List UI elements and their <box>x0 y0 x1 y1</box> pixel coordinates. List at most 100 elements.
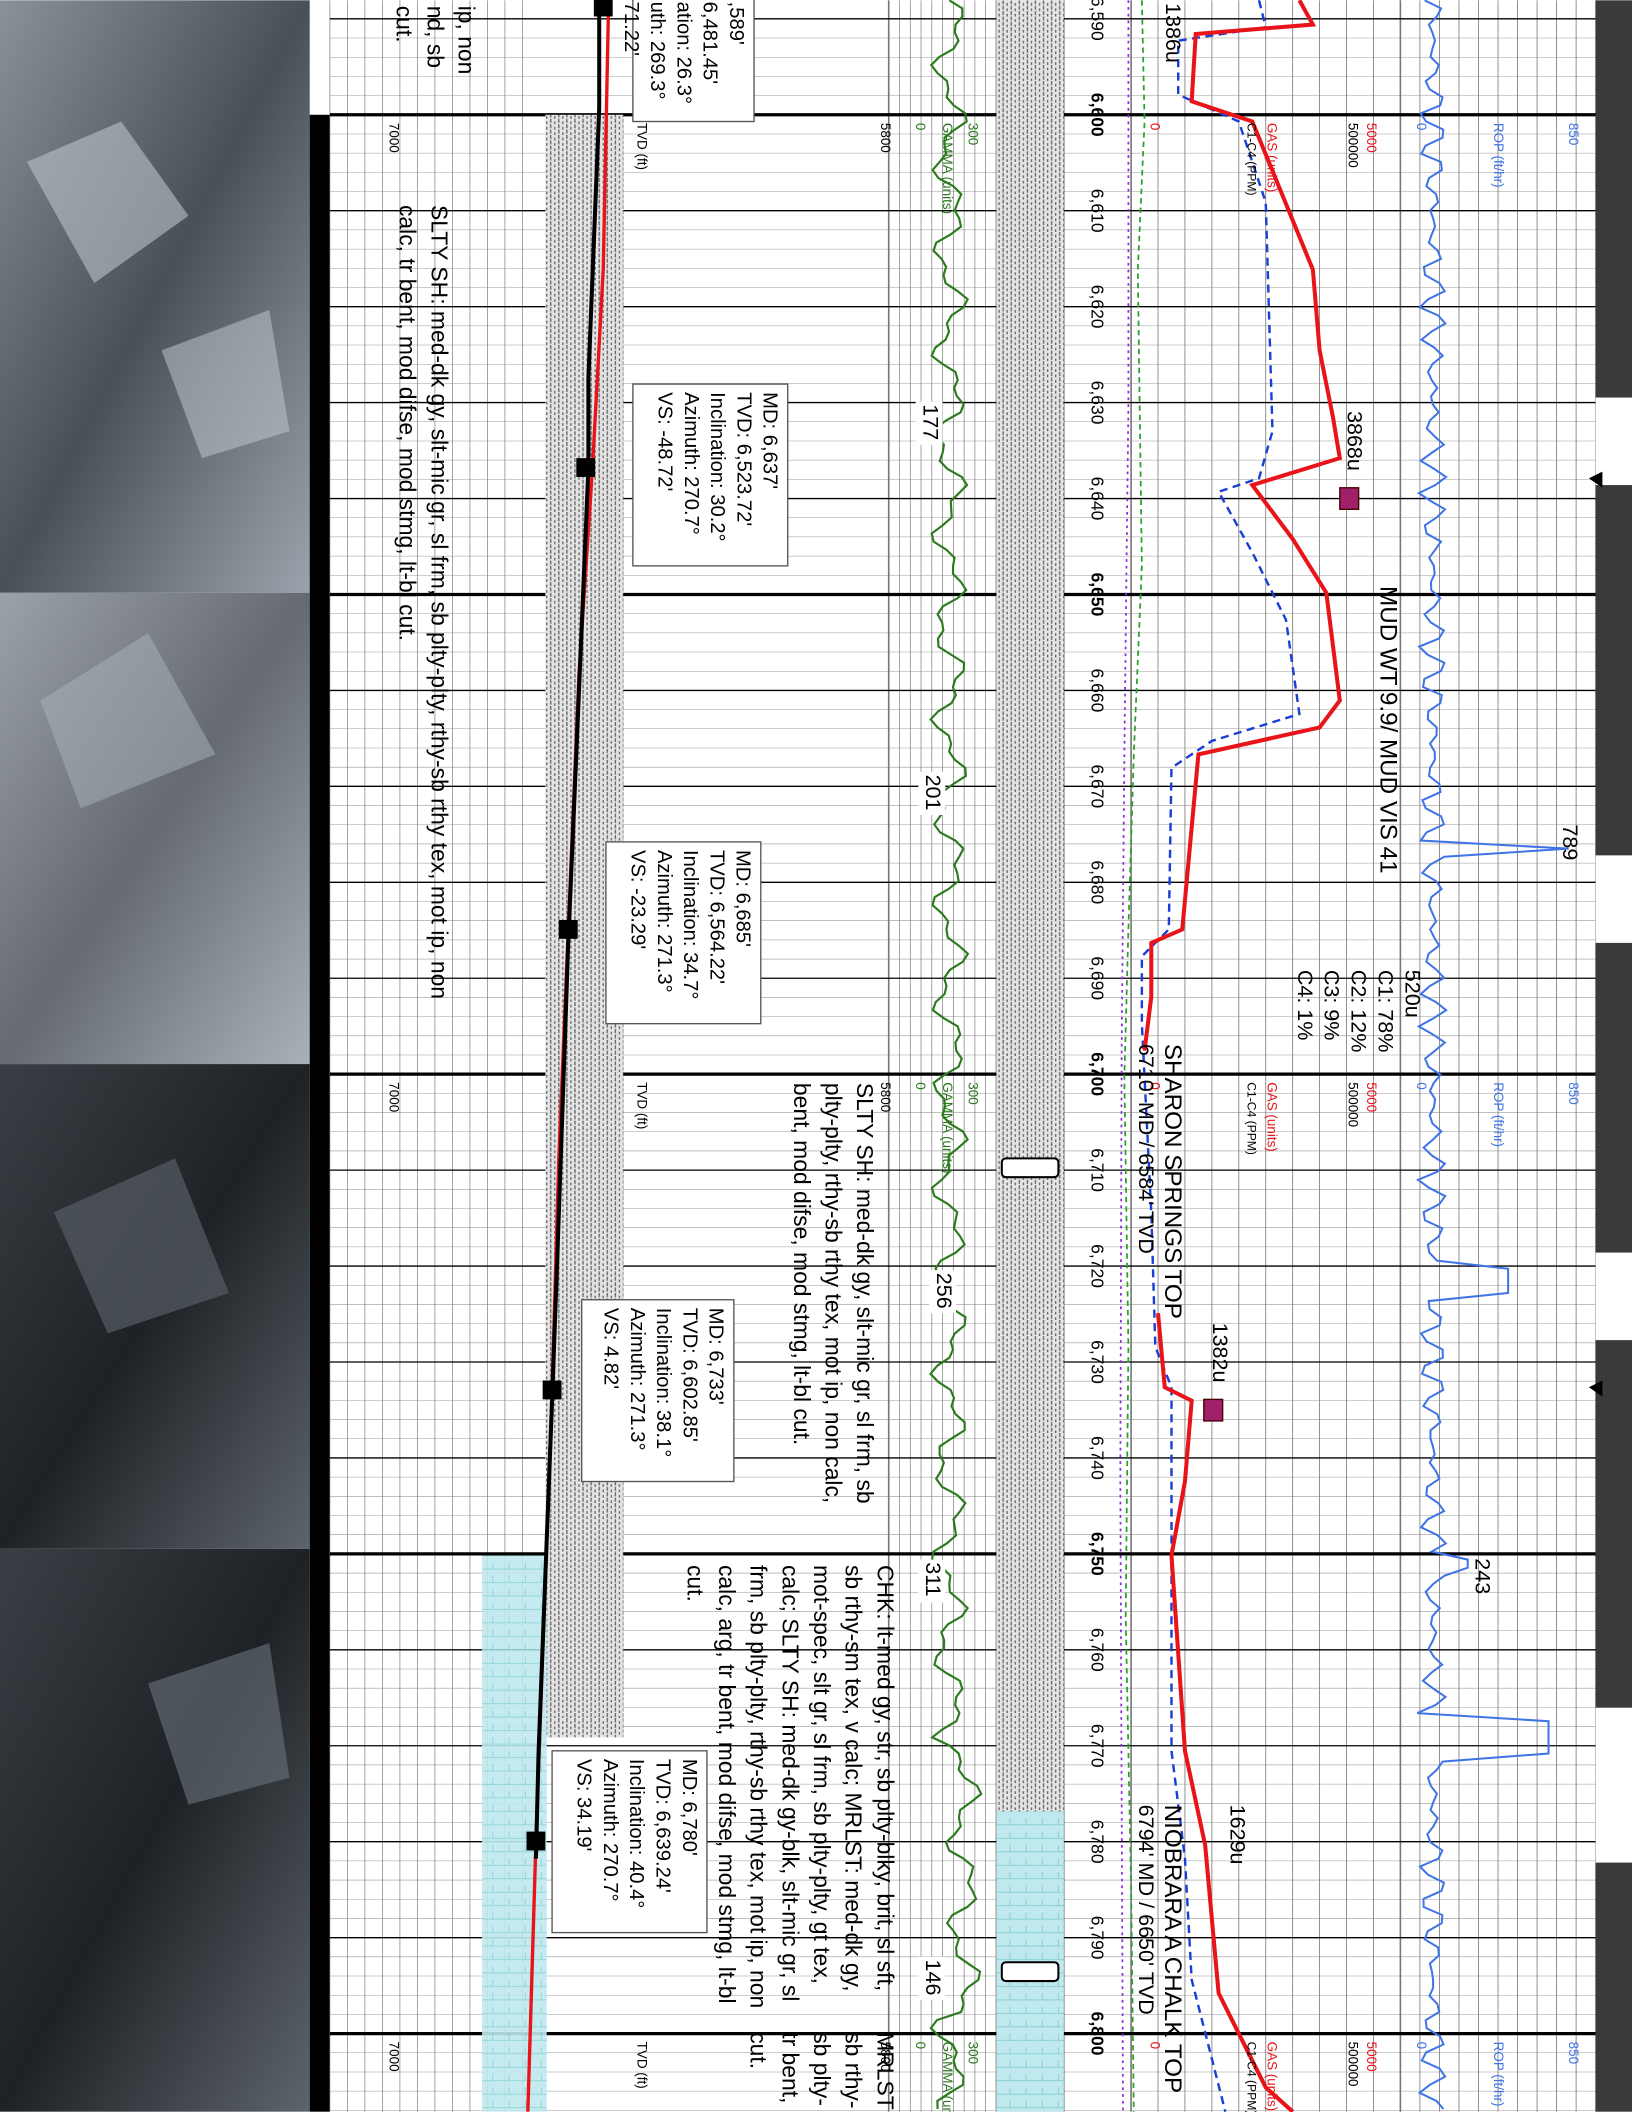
annotation: 201 <box>921 775 945 811</box>
survey-text: TVD: 6,639.24' <box>651 1759 673 1893</box>
track-header: 5000 <box>1364 123 1379 153</box>
labels: 6,590 6,600 6,610 6,620 6,630 6,640 6,650 6,660… <box>387 0 1582 2112</box>
track-header: 500000 <box>1345 2042 1360 2087</box>
depth-label: 6,730 <box>1087 1340 1107 1384</box>
annotation: 1386u <box>1161 3 1185 63</box>
depth-label: 6,770 <box>1087 1724 1107 1768</box>
annotation: NIOBRARA A CHALK TOP <box>1159 1805 1186 2094</box>
annotation: 1629u <box>1225 1805 1249 1865</box>
annotation: 243 <box>1471 1558 1495 1594</box>
survey-box <box>551 1750 708 1934</box>
sample-icon <box>1203 1398 1224 1422</box>
track-header: 5800 <box>878 2042 893 2072</box>
annotation: 177 <box>918 404 942 440</box>
depth-label: 6,670 <box>1087 764 1107 808</box>
depth-label: 6,680 <box>1087 860 1107 904</box>
lithology-description: frm, sb plty-plty, rthy-sb rthy tex, mot… <box>746 1565 772 2008</box>
survey-text: Inclination: 30.2° <box>706 392 728 541</box>
track-header: 0 <box>1414 2042 1429 2049</box>
annotation: MUD WT 9.9/ MUD VIS 41 <box>1375 586 1402 874</box>
lithology-description: cut. <box>682 1565 708 1602</box>
depth-label: 6,630 <box>1087 381 1107 425</box>
black-bar <box>309 114 330 2112</box>
track-header: 300 <box>966 123 981 145</box>
annotation: C1: 78% <box>1374 970 1398 1053</box>
track-header: 300 <box>966 2042 981 2064</box>
lithology-description: calc, tr bent, mod difse, mod stmg, lt-b… <box>394 205 420 641</box>
track-header: 850 <box>1566 1082 1581 1104</box>
track-header: C1-C4 (PPM) <box>1245 1082 1259 1155</box>
track-header: GAS (units) <box>1265 123 1280 193</box>
label-bg <box>918 1956 946 2000</box>
side-strip <box>1588 0 1632 2112</box>
annotation: 6794' MD / 6650' TVD <box>1134 1805 1158 2015</box>
survey-text: Azimuth: 271.3° <box>626 1308 648 1451</box>
track-header: ROP (ft/hr) <box>1491 2042 1506 2107</box>
lithology-description: SLTY SH: med-dk gy, slt-mic gr, sl frm, … <box>427 205 453 999</box>
depth-label: 6,750 <box>1087 1532 1107 1576</box>
rock-photos <box>0 0 310 2112</box>
annotation: 311 <box>921 1562 945 1596</box>
depth-label: 6,800 <box>1087 2012 1107 2056</box>
depth-label: 6,700 <box>1087 1052 1107 1096</box>
survey-text: Azimuth: 270.7° <box>599 1759 621 1902</box>
label-bg <box>918 1559 946 1603</box>
survey-text: 71.22' <box>620 2 642 56</box>
survey-text: VS: 4.82' <box>600 1308 622 1389</box>
survey-text: TVD: 6,564.22' <box>705 850 727 984</box>
survey-text: VS: -48.72' <box>654 392 676 491</box>
depth-label: 6,720 <box>1087 1244 1107 1288</box>
survey-text: Azimuth: 271.3° <box>653 850 675 993</box>
annotation: C4: 1% <box>1293 970 1317 1041</box>
annotation: C3: 9% <box>1320 970 1344 1041</box>
survey-text: MD: 6,685' <box>732 850 754 947</box>
lithology-description: ip, non <box>454 6 480 75</box>
survey-text: MD: 6,780' <box>678 1759 700 1856</box>
track-header: C1-C4 (PPM) <box>1245 123 1259 196</box>
track-header: 5000 <box>1364 2042 1379 2072</box>
label-bg <box>915 401 943 445</box>
track-header: GAMMA (units) <box>940 2042 955 2112</box>
lithology-description: cut. <box>392 6 418 43</box>
survey-text: MD: 6,637' <box>759 392 781 489</box>
lithology-description: plty-plty, rthy-sb rthy tex, mot ip, non… <box>820 1083 846 1503</box>
depth-label: 6,620 <box>1087 285 1107 329</box>
survey-marker <box>558 920 578 939</box>
survey-text: 6,481.45' <box>699 2 721 84</box>
track-header: GAS (units) <box>1265 1082 1280 1152</box>
lithology-description: mot-spec, slt gr, sl frm, sb plty-plty, … <box>809 1565 835 1984</box>
depth-label: 6,590 <box>1087 0 1107 41</box>
track-header: GAMMA (units) <box>940 123 955 214</box>
track-header: 0 <box>1414 1082 1429 1089</box>
annotation: 6710' MD / 6584' TVD <box>1134 1044 1158 1254</box>
survey-box <box>581 1299 735 1483</box>
track-header: 0 <box>913 2042 928 2049</box>
track-header: 5000 <box>1364 1082 1379 1112</box>
survey-text: Azimuth: 270.7° <box>680 392 702 535</box>
survey-text: uth: 269.3° <box>646 2 668 100</box>
depth-label: 6,790 <box>1087 1916 1107 1960</box>
annotation: 3868u <box>1343 411 1367 471</box>
survey-text: VS: 34.19' <box>573 1759 595 1852</box>
survey-text: TVD: 6,602.85' <box>678 1308 700 1442</box>
track-header: 0 <box>913 1082 928 1089</box>
annotation: 789 <box>1558 824 1582 860</box>
annotation: 1382u <box>1208 1323 1232 1383</box>
track-header: TVD (ft) <box>634 2042 649 2089</box>
lithology-description: calc; SLTY SH: med-dk gy-blk, slt-mic gr… <box>777 1565 803 2001</box>
survey-marker <box>576 458 596 477</box>
track-header: 7000 <box>387 123 402 153</box>
lithology-description: MRLST <box>872 2032 898 2110</box>
track-header: GAS (units) <box>1265 2042 1280 2112</box>
track-header: ROP (ft/hr) <box>1491 1082 1506 1147</box>
track-header: ROP (ft/hr) <box>1491 123 1506 188</box>
lithology-description: sb rthy- <box>841 2032 867 2108</box>
track-header: 7000 <box>387 2042 402 2072</box>
sample-icon <box>1339 487 1360 510</box>
track-header: GAMMA (units) <box>940 1082 955 1173</box>
survey-text: ,589' <box>725 2 747 45</box>
survey-text: Inclination: 38.1° <box>652 1308 674 1457</box>
survey-text: TVD: 6,523.72' <box>732 392 754 526</box>
survey-text: Inclination: 40.4° <box>625 1759 647 1908</box>
track-header: 300 <box>966 1082 981 1104</box>
